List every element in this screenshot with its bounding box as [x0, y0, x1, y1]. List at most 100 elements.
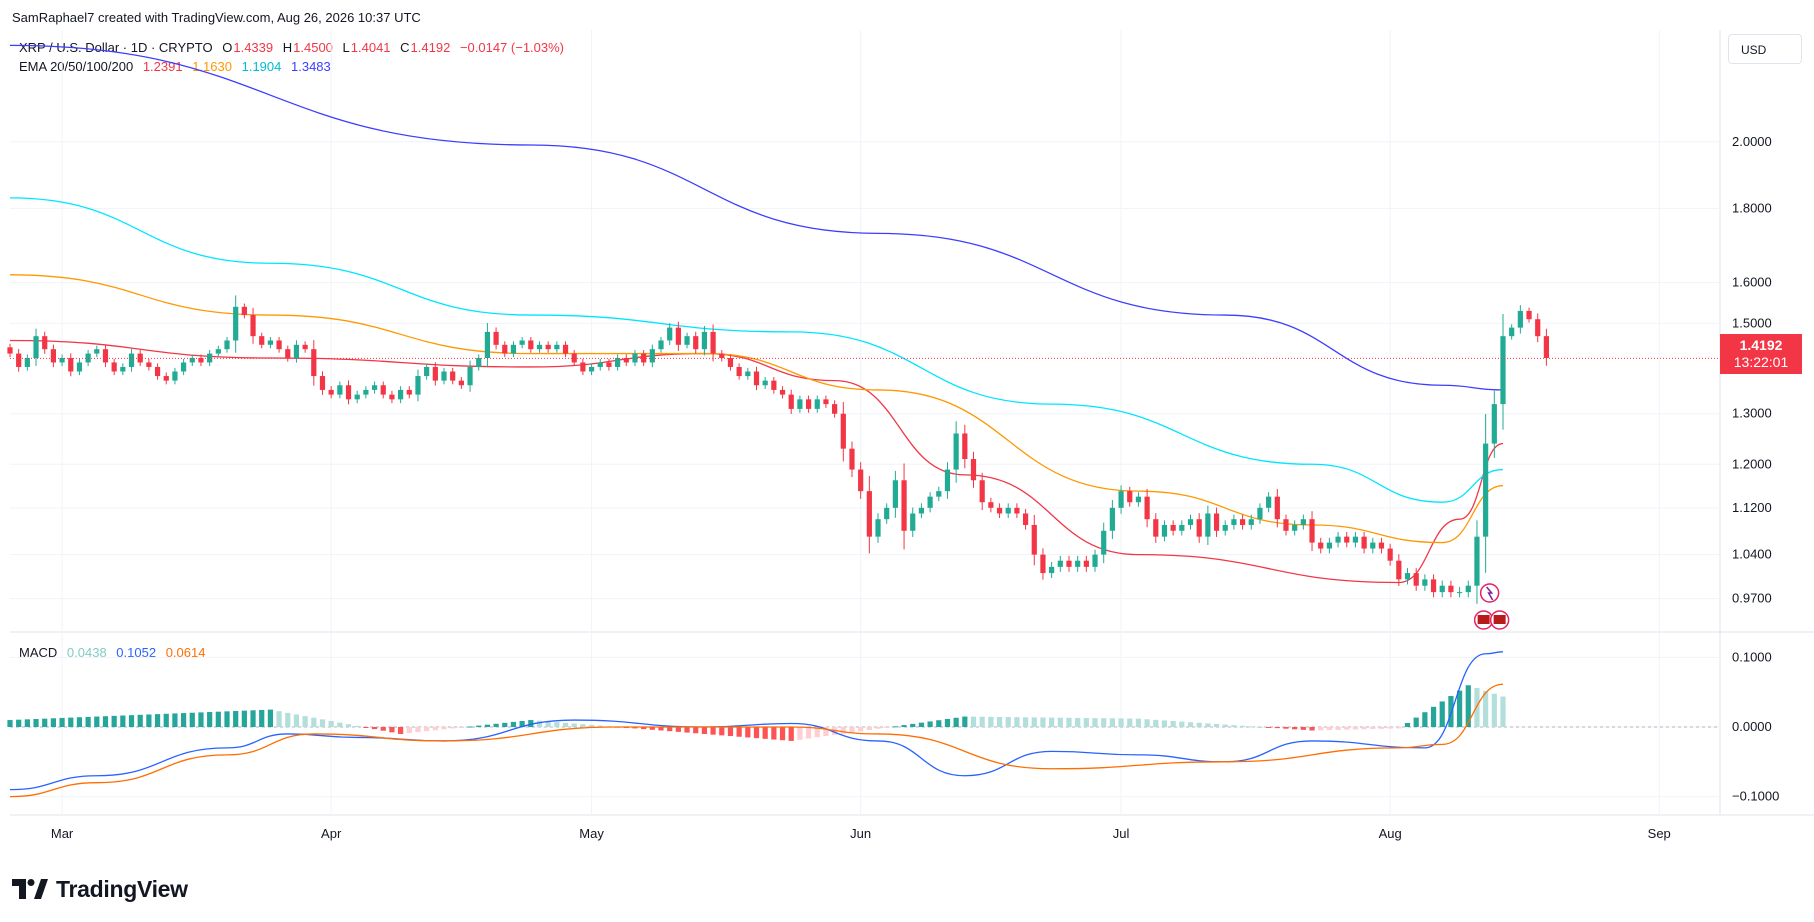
candle-body [354, 394, 360, 400]
candle [1370, 537, 1376, 554]
candle-body [1309, 519, 1315, 543]
candle [528, 337, 534, 353]
candle [1292, 520, 1298, 536]
macd-histogram-bar [380, 727, 386, 731]
macd-histogram-bar [120, 715, 126, 727]
candle-body [441, 371, 447, 381]
candle-body [1483, 443, 1489, 537]
macd-histogram-bar [910, 723, 916, 727]
candle-body [1144, 496, 1150, 520]
open-value: 1.4339 [233, 40, 274, 55]
candle-body [623, 358, 629, 363]
macd-histogram-bar [710, 727, 716, 735]
macd-histogram-bar [1213, 723, 1220, 727]
macd-histogram-bar [866, 727, 872, 730]
candle-body [1465, 585, 1471, 593]
candle-body [319, 376, 326, 390]
macd-histogram-bar [1370, 727, 1376, 730]
macd-histogram-bar [1239, 725, 1246, 727]
macd-histogram-bar [1031, 717, 1037, 727]
candle-body [866, 491, 872, 537]
candle [840, 401, 846, 462]
candle-body [1300, 519, 1306, 525]
currency-selector[interactable]: USD [1728, 34, 1802, 64]
close-value: 1.4192 [410, 40, 451, 55]
candle [85, 350, 91, 367]
ema50-value: 1.1630 [192, 59, 232, 74]
candle [302, 341, 308, 353]
macd-histogram-bar [884, 727, 890, 728]
candle-body [215, 349, 221, 354]
candle [1239, 514, 1246, 530]
close-key: C [400, 40, 410, 55]
macd-histogram-bar [311, 717, 317, 727]
candle-body [832, 404, 838, 414]
candle-body [953, 433, 959, 470]
candle [293, 340, 300, 363]
candle-body [181, 362, 187, 372]
macd-histogram-bar [233, 710, 239, 727]
macd-histogram-bar [371, 727, 378, 730]
macd-histogram-bar [597, 725, 603, 727]
candle [337, 381, 343, 399]
candle [1257, 503, 1263, 524]
candle-body [1439, 585, 1445, 593]
macd-histogram-bar [745, 727, 751, 738]
candle-body [1500, 336, 1506, 405]
macd-histogram-bar [328, 720, 334, 727]
candle-body [1517, 310, 1523, 328]
candle-body [1135, 496, 1142, 503]
candle-body [250, 315, 256, 337]
macd-histogram-bar [398, 727, 404, 734]
macd-histogram-bar [1022, 717, 1029, 727]
macd-histogram-bar [493, 723, 499, 727]
candle [1049, 561, 1055, 579]
macd-histogram-bar [901, 725, 907, 727]
candle-body [1040, 554, 1046, 574]
candle-body [1274, 496, 1280, 520]
candle-body [363, 389, 369, 395]
candle [1422, 574, 1428, 591]
candle [779, 386, 786, 399]
macd-histogram-bar [198, 712, 204, 727]
tradingview-logo[interactable]: TradingView [12, 876, 188, 902]
candle-body [562, 344, 569, 354]
macd-histogram-bar [207, 712, 213, 727]
candle-body [50, 349, 57, 363]
candle-body [328, 389, 334, 395]
candle-body [398, 389, 404, 400]
candle-body [1005, 507, 1011, 514]
candle-body [823, 399, 829, 405]
candle [988, 497, 994, 513]
candle-body [1456, 592, 1463, 594]
candle [510, 341, 517, 358]
candle [1352, 531, 1359, 548]
macd-histogram-bar [1430, 706, 1437, 727]
candle [233, 295, 239, 353]
candle [545, 341, 551, 353]
candle-body [814, 399, 820, 409]
macd-histogram-bar [988, 716, 994, 727]
high-value: 1.4500 [293, 40, 333, 55]
candle [1413, 568, 1419, 591]
candle-body [858, 469, 864, 492]
candle [1187, 514, 1194, 530]
candle-body [1326, 542, 1332, 549]
candle-body [875, 519, 881, 537]
macd-histogram-bar [102, 716, 109, 727]
candle-body [988, 502, 994, 508]
candle [554, 341, 560, 353]
candle-body [1266, 496, 1272, 508]
macd-signal-value: 0.0614 [165, 645, 206, 660]
candle-body [337, 385, 343, 395]
candle [623, 354, 629, 367]
macd-histogram-bar [276, 711, 282, 727]
candle-body [1022, 513, 1029, 525]
candle [762, 376, 768, 389]
candle-body [1387, 548, 1393, 561]
candle [198, 354, 204, 367]
candle-body [458, 380, 464, 386]
open-key: O [222, 40, 233, 55]
candle-body [962, 433, 968, 460]
